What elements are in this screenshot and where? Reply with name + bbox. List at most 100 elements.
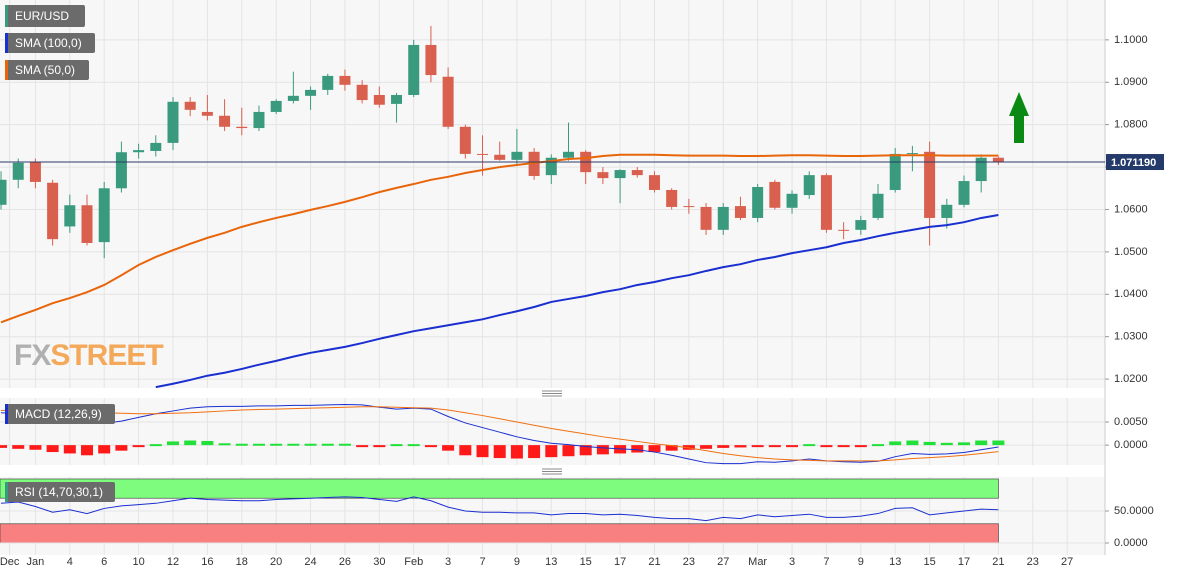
macd-bar	[424, 445, 437, 448]
macd-bar	[820, 445, 833, 448]
macd-bar	[528, 445, 541, 459]
x-tick-label: 24	[304, 556, 316, 568]
candle-body	[631, 170, 643, 176]
candle-body	[201, 111, 213, 116]
candle-body	[167, 101, 179, 143]
candle-body	[597, 172, 609, 179]
x-tick-label: 13	[889, 556, 901, 568]
macd-bar	[98, 445, 111, 454]
candle-body	[287, 95, 299, 101]
macd-bar	[751, 445, 764, 448]
macd-bar	[81, 445, 94, 456]
candle-body	[356, 84, 368, 101]
candle-body	[545, 157, 557, 176]
legend-box	[5, 60, 89, 80]
macd-bar	[579, 445, 592, 456]
candle-body	[872, 193, 884, 218]
macd-bar	[46, 445, 59, 453]
candle-body	[889, 153, 901, 190]
legend-label: SMA (50,0)	[15, 63, 75, 77]
macd-bar	[304, 443, 317, 446]
macd-bar	[923, 441, 936, 446]
candle-body	[236, 126, 248, 129]
macd-bar	[975, 440, 988, 446]
candle-body	[648, 175, 660, 190]
macd-bar	[29, 445, 42, 450]
macd-bar	[734, 445, 747, 448]
x-tick-label: 23	[683, 556, 695, 568]
x-tick-label: 27	[1061, 556, 1073, 568]
candle-body	[219, 115, 231, 127]
layer: Dec Jan 4 6 10 12 16 18 20 24 26 30 Feb 3 7 9 13 15 17 21 23…	[0, 0, 1164, 568]
candle-body	[425, 44, 437, 76]
legend-swatch	[5, 5, 8, 27]
macd-bar	[338, 443, 351, 446]
x-tick-label: 7	[823, 556, 829, 568]
x-tick-label: 6	[101, 556, 107, 568]
macd-bar	[545, 445, 558, 458]
y-tick-label: 1.0900	[1114, 76, 1148, 88]
macd-bar	[700, 445, 713, 449]
macd-bar	[906, 440, 919, 446]
macd-bar	[115, 445, 128, 451]
candle-body	[150, 142, 162, 151]
macd-bar	[373, 445, 386, 448]
y-tick-label: 0.0000	[1114, 439, 1148, 451]
macd-bar	[132, 445, 145, 448]
candle-body	[666, 189, 678, 207]
macd-bar	[321, 443, 334, 446]
macd-bar	[270, 443, 283, 446]
macd-bar	[390, 444, 403, 447]
candle-body	[975, 157, 987, 182]
last-price-label: 1.071190	[1111, 157, 1156, 169]
candle-body	[477, 153, 489, 155]
watermark: FXSTREET	[14, 339, 163, 372]
macd-bar	[786, 445, 799, 448]
macd-bar	[889, 441, 902, 446]
candle-body	[924, 151, 936, 218]
x-tick-label: 21	[992, 556, 1004, 568]
legend-swatch	[5, 33, 8, 53]
macd-bar	[957, 442, 970, 446]
candle-body	[906, 153, 918, 155]
candle-body	[958, 181, 970, 205]
candle-body	[98, 188, 110, 243]
candle-body	[941, 204, 953, 218]
x-tick-label: Mar	[748, 556, 767, 568]
legend-swatch	[5, 60, 8, 80]
macd-bar	[201, 440, 214, 446]
candle-body	[29, 161, 41, 182]
macd-bar	[476, 445, 489, 458]
y-tick-label: 0.0050	[1114, 416, 1148, 428]
x-tick-label: 15	[580, 556, 592, 568]
macd-bar	[218, 443, 231, 446]
y-tick-label: 0.0000	[1114, 537, 1148, 549]
x-tick-label: 17	[958, 556, 970, 568]
x-tick-label: 13	[545, 556, 557, 568]
legend-label: RSI (14,70,30,1)	[15, 485, 103, 499]
candle-body	[373, 94, 385, 105]
macd-bar	[872, 444, 885, 447]
x-tick-label: Dec	[0, 556, 20, 568]
candle-body	[717, 206, 729, 230]
x-tick-label: 10	[132, 556, 144, 568]
candle-body	[803, 175, 815, 196]
candle-body	[64, 205, 76, 227]
macd-bar	[562, 445, 575, 457]
candle-body	[442, 76, 454, 127]
sma-line	[0, 153, 999, 324]
x-tick-label: 4	[67, 556, 73, 568]
y-tick-label: 1.0300	[1114, 331, 1148, 343]
macd-bar	[12, 445, 25, 449]
macd-bar	[631, 445, 644, 453]
legend-label: SMA (100,0)	[15, 36, 82, 50]
x-tick-label: 12	[167, 556, 179, 568]
x-tick-label: 16	[201, 556, 213, 568]
rsi-band	[0, 478, 999, 499]
macd-bar	[665, 445, 678, 451]
x-tick-label: 26	[339, 556, 351, 568]
candle-body	[700, 206, 712, 230]
candle-body	[115, 152, 127, 189]
candle-body	[511, 151, 523, 160]
x-tick-label: 21	[648, 556, 660, 568]
